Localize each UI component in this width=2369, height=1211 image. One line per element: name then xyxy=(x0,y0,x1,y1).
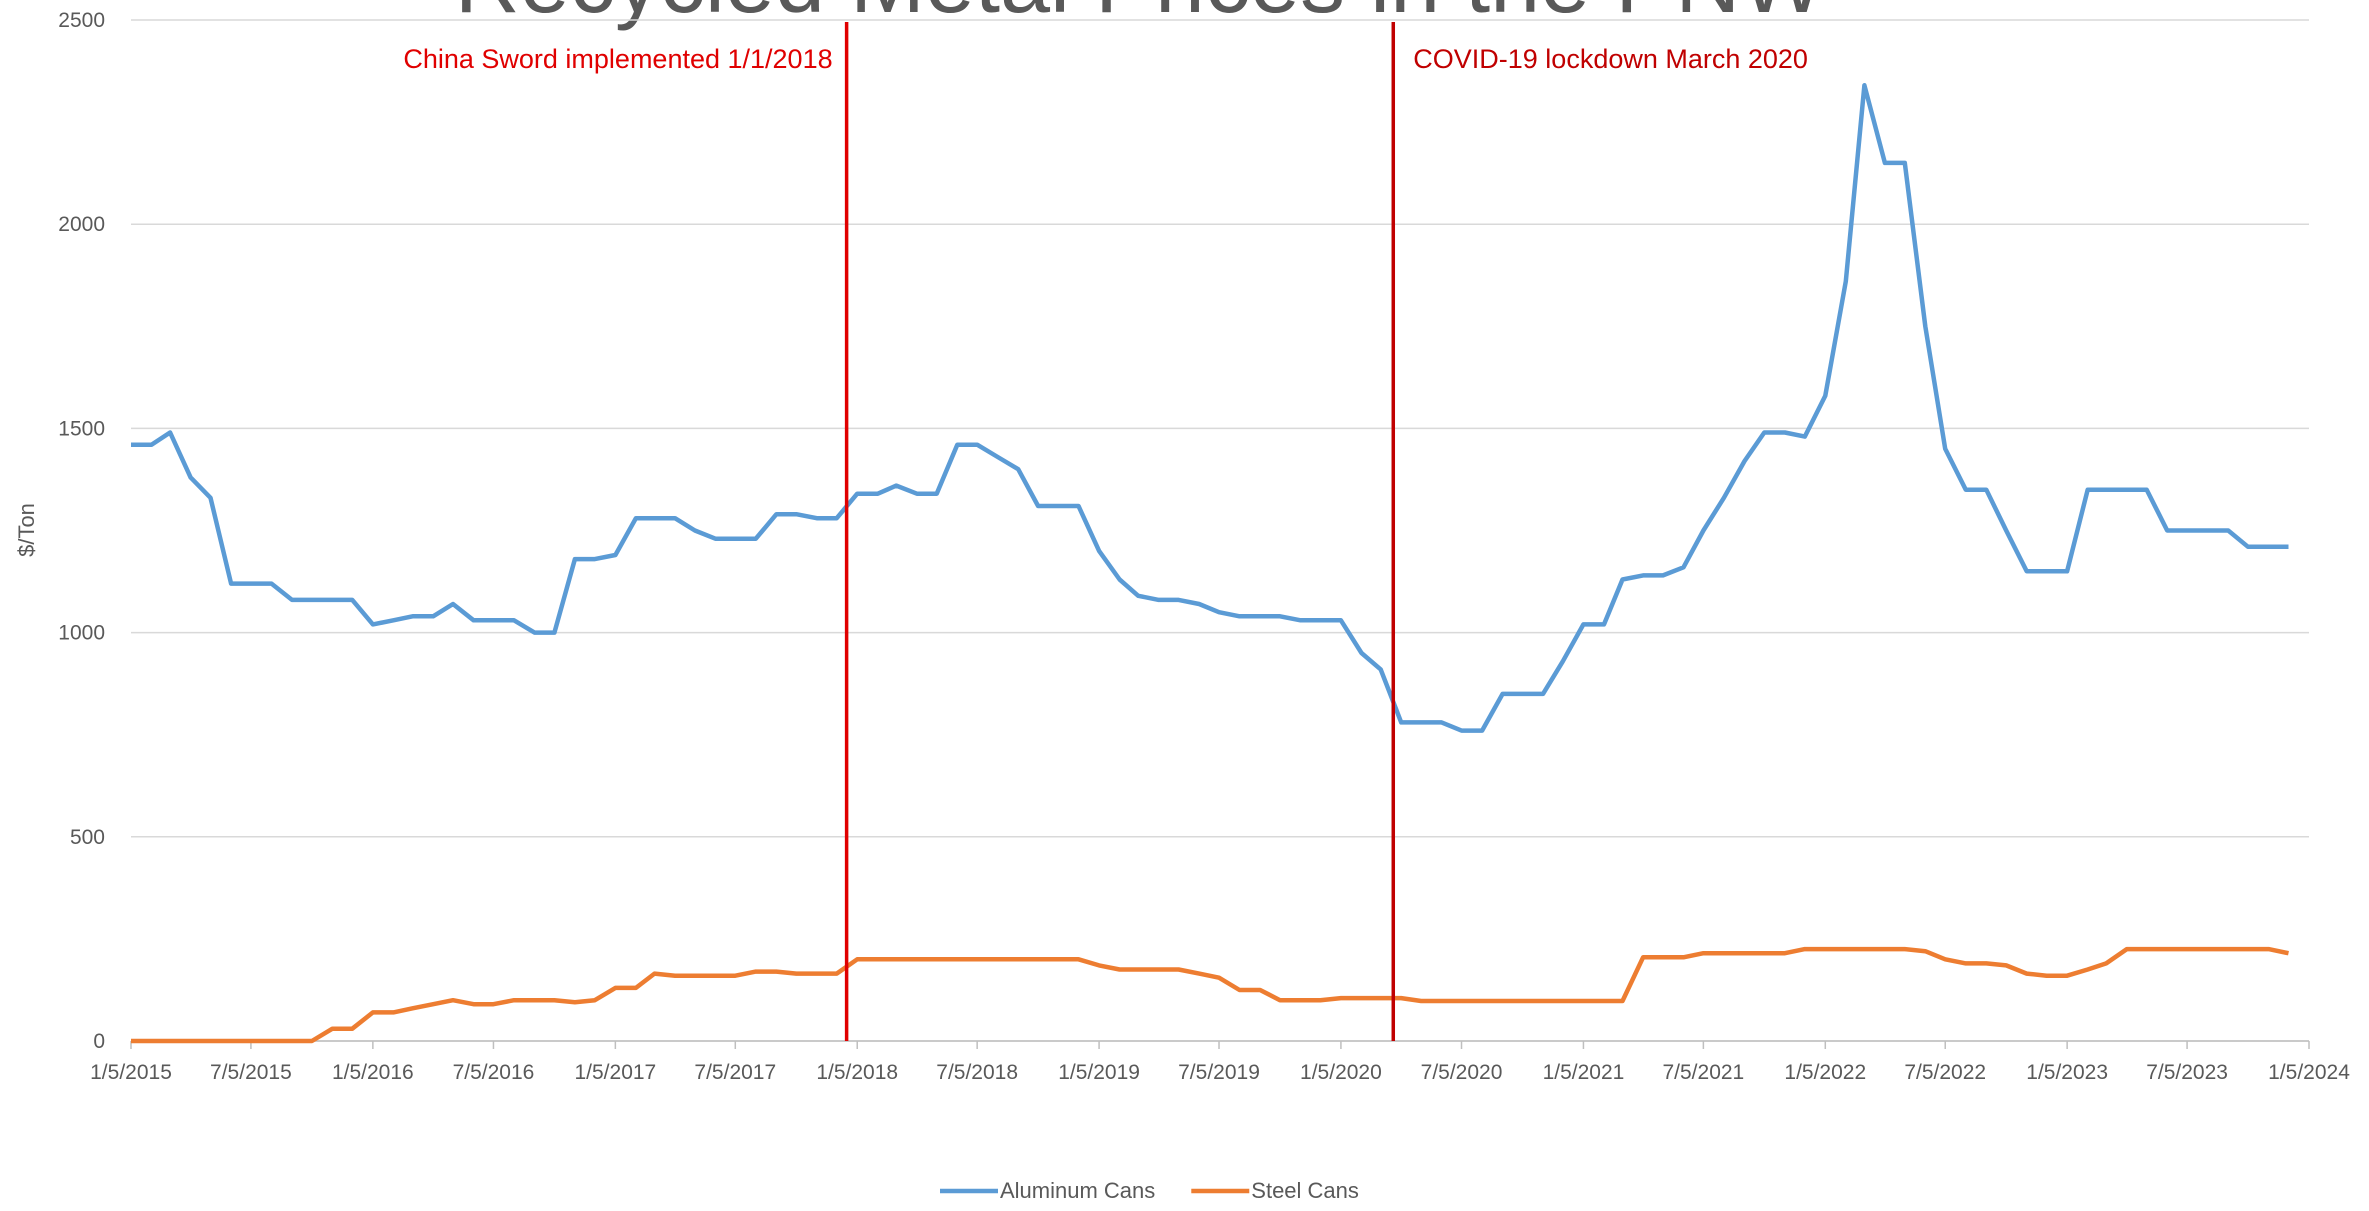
x-tick-label: 7/5/2022 xyxy=(1904,1061,1986,1084)
x-tick-label: 1/5/2017 xyxy=(574,1061,656,1084)
annotation-text: COVID-19 lockdown March 2020 xyxy=(1413,44,1808,74)
annotation-text: China Sword implemented 1/1/2018 xyxy=(403,44,832,74)
x-tick-label: 1/5/2021 xyxy=(1543,1061,1625,1084)
x-tick-label: 7/5/2018 xyxy=(936,1061,1018,1084)
x-tick-label: 1/5/2015 xyxy=(90,1061,172,1084)
chart-title: Recycled Metal Prices in the PNW xyxy=(455,0,1825,32)
x-tick-label: 7/5/2020 xyxy=(1421,1061,1503,1084)
legend-label: Aluminum Cans xyxy=(1000,1178,1155,1203)
x-tick-label: 1/5/2024 xyxy=(2268,1061,2350,1084)
series-line xyxy=(131,946,2289,1044)
x-tick-label: 1/5/2020 xyxy=(1300,1061,1382,1084)
y-tick-label: 0 xyxy=(93,1030,105,1053)
series-line xyxy=(131,83,2289,733)
x-tick-label: 1/5/2016 xyxy=(332,1061,414,1084)
y-tick-label: 1500 xyxy=(58,417,105,440)
x-tick-label: 7/5/2016 xyxy=(453,1061,535,1084)
y-axis-label: $/Ton xyxy=(14,503,39,557)
y-tick-label: 500 xyxy=(70,826,105,849)
x-tick-label: 1/5/2022 xyxy=(1784,1061,1866,1084)
x-tick-label: 1/5/2019 xyxy=(1058,1061,1140,1084)
x-tick-label: 7/5/2019 xyxy=(1178,1061,1260,1084)
legend-label: Steel Cans xyxy=(1251,1178,1359,1203)
x-tick-label: 7/5/2021 xyxy=(1662,1061,1744,1084)
x-tick-label: 1/5/2023 xyxy=(2026,1061,2108,1084)
x-tick-label: 1/5/2018 xyxy=(816,1061,898,1084)
y-tick-label: 1000 xyxy=(58,622,105,645)
x-tick-label: 7/5/2017 xyxy=(694,1061,776,1084)
x-tick-label: 7/5/2023 xyxy=(2146,1061,2228,1084)
y-tick-label: 2000 xyxy=(58,213,105,236)
x-tick-label: 7/5/2015 xyxy=(210,1061,292,1084)
y-tick-label: 2500 xyxy=(58,9,105,32)
